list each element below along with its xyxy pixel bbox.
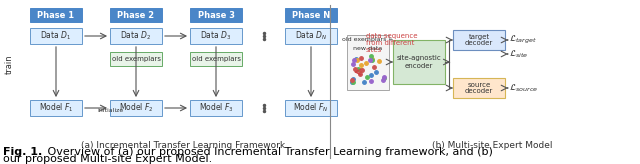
Text: old exemplars: old exemplars xyxy=(191,56,241,62)
Text: Phase 1: Phase 1 xyxy=(37,10,75,20)
Text: Model $F_3$: Model $F_3$ xyxy=(198,102,234,114)
Bar xyxy=(347,35,389,90)
Text: target: target xyxy=(468,34,490,40)
Text: Overview of (a) our proposed Incremental Transfer Learning framework, and (b): Overview of (a) our proposed Incremental… xyxy=(44,147,492,157)
Text: Phase N: Phase N xyxy=(292,10,330,20)
Bar xyxy=(285,100,337,116)
Text: (a) Incremental Transfer Learning Framework: (a) Incremental Transfer Learning Framew… xyxy=(81,141,285,150)
Text: encoder: encoder xyxy=(405,63,433,69)
Text: Data $D_1$: Data $D_1$ xyxy=(40,30,72,42)
Text: train: train xyxy=(5,54,14,74)
Text: old exemplars: old exemplars xyxy=(111,56,161,62)
Bar xyxy=(190,8,242,22)
Text: Data $D_3$: Data $D_3$ xyxy=(200,30,232,42)
Text: source: source xyxy=(467,82,491,88)
Text: Model $F_N$: Model $F_N$ xyxy=(293,102,329,114)
Text: decoder: decoder xyxy=(465,88,493,94)
Text: Model $F_1$: Model $F_1$ xyxy=(38,102,74,114)
Text: initialize: initialize xyxy=(97,108,123,113)
Text: Data $D_2$: Data $D_2$ xyxy=(120,30,152,42)
Bar xyxy=(190,52,242,66)
Text: old exemplars +: old exemplars + xyxy=(342,38,394,42)
Bar xyxy=(110,100,162,116)
Text: Data $D_N$: Data $D_N$ xyxy=(295,30,327,42)
Bar xyxy=(393,40,445,84)
Bar xyxy=(110,52,162,66)
Text: Model $F_2$: Model $F_2$ xyxy=(118,102,154,114)
Bar xyxy=(190,28,242,44)
Bar xyxy=(285,8,337,22)
Text: $\mathcal{L}_{source}$: $\mathcal{L}_{source}$ xyxy=(509,82,538,94)
Bar xyxy=(30,8,82,22)
Text: Fig. 1.: Fig. 1. xyxy=(3,147,42,157)
Bar xyxy=(30,100,82,116)
Bar xyxy=(285,28,337,44)
Text: our proposed Multi-site Expert Model.: our proposed Multi-site Expert Model. xyxy=(3,154,212,164)
Text: $\mathcal{L}_{site}$: $\mathcal{L}_{site}$ xyxy=(509,48,529,60)
Text: Phase 2: Phase 2 xyxy=(117,10,155,20)
Text: new data: new data xyxy=(353,45,383,51)
Text: site-agnostic: site-agnostic xyxy=(397,55,442,61)
Text: data sequence
from different
sites: data sequence from different sites xyxy=(366,33,417,53)
Bar xyxy=(110,8,162,22)
Bar xyxy=(110,28,162,44)
Text: Phase 3: Phase 3 xyxy=(198,10,234,20)
Bar xyxy=(453,30,505,50)
Bar xyxy=(30,28,82,44)
Text: $\mathcal{L}_{target}$: $\mathcal{L}_{target}$ xyxy=(509,34,537,46)
Text: (b) Multi-site Expert Model: (b) Multi-site Expert Model xyxy=(432,141,553,150)
Bar xyxy=(453,78,505,98)
Text: decoder: decoder xyxy=(465,40,493,46)
Bar xyxy=(190,100,242,116)
